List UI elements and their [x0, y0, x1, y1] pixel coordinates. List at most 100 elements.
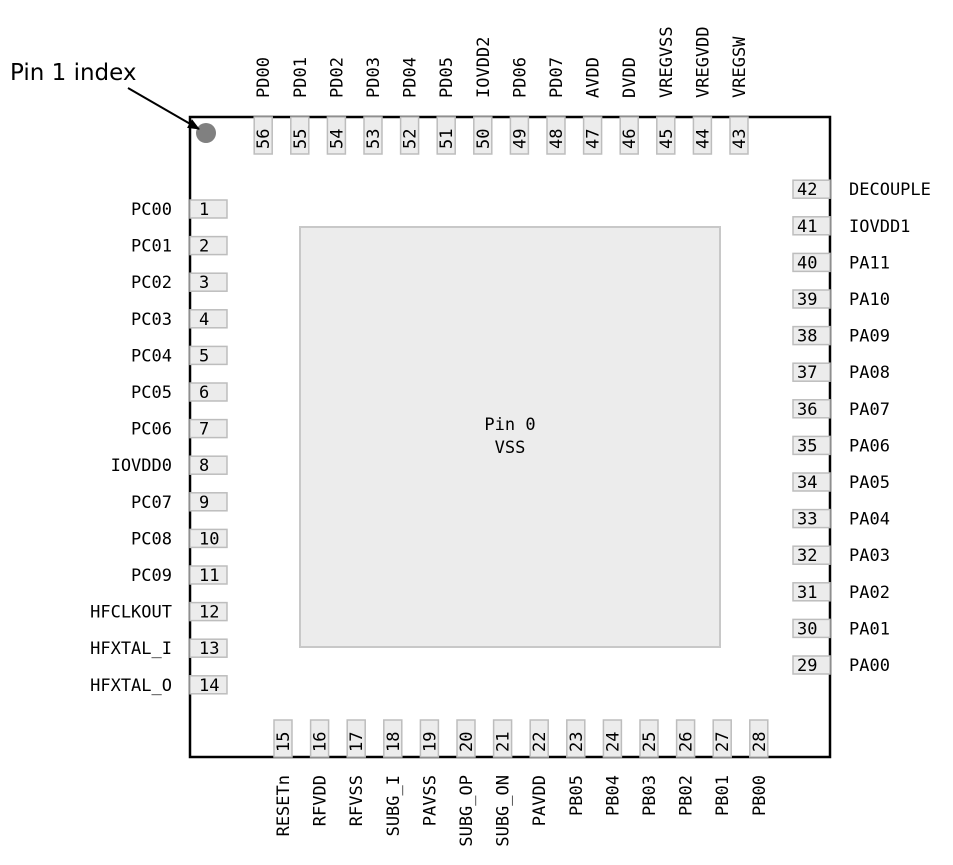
center-pad-label-pin: Pin 0 — [484, 415, 535, 435]
pin-46: 46 DVDD — [619, 57, 640, 155]
pin-number: 54 — [327, 129, 347, 149]
pin-box — [792, 362, 831, 382]
pin-name: PB02 — [677, 775, 697, 816]
pin-53: 53 PD03 — [363, 57, 384, 155]
pin-number: 3 — [199, 273, 209, 293]
pin-name: DECOUPLE — [849, 180, 931, 200]
pin-name: PAVDD — [530, 775, 550, 826]
pin-24: 24 PB04 — [602, 719, 623, 816]
pin-name: VREGVSS — [657, 26, 677, 98]
pin-name: PA00 — [849, 656, 890, 676]
pin-box — [546, 116, 566, 155]
pin-box — [189, 601, 228, 622]
pin-number: 34 — [797, 473, 817, 493]
pin-name: IOVDD2 — [474, 37, 494, 98]
pin-number: 19 — [420, 732, 440, 752]
pin-name: PC07 — [131, 493, 172, 513]
center-pad — [299, 226, 721, 648]
pin-name: PA09 — [849, 327, 890, 347]
pin-box — [290, 116, 310, 155]
pin-number: 51 — [437, 129, 457, 149]
pin-32: 32 PA03 — [792, 545, 890, 566]
pin-number: 32 — [797, 546, 817, 566]
pin-name: HFCLKOUT — [90, 603, 172, 623]
pin-name: RFVDD — [311, 775, 331, 826]
pin-number: 20 — [457, 732, 477, 752]
pin-number: 27 — [713, 732, 733, 752]
pin-15: 15 RESETn — [273, 719, 294, 836]
pin-box — [792, 435, 831, 456]
pin-20: 20 SUBG_OP — [456, 719, 477, 847]
pin-number: 50 — [474, 129, 494, 149]
pin-8: 8 IOVDD0 — [111, 455, 228, 476]
pin-number: 43 — [730, 129, 750, 149]
pin-box — [189, 235, 228, 256]
pin-name: PD06 — [510, 57, 530, 98]
pin1-index-label: Pin 1 index — [10, 60, 137, 86]
pin-56: 56 PD00 — [253, 57, 274, 155]
pin-name: PD00 — [254, 57, 274, 98]
pin-box — [189, 309, 228, 329]
pin-number: 9 — [199, 493, 209, 513]
pin-box — [363, 116, 383, 155]
pin-36: 36 PA07 — [792, 399, 890, 420]
pin-box — [712, 719, 732, 758]
pin-name: PC00 — [131, 200, 172, 220]
pin-name: PC04 — [131, 346, 172, 366]
pin-name: PD04 — [401, 57, 421, 98]
pin-name: PAVSS — [420, 775, 440, 826]
pins-bottom-side: 15 RESETn 16 RFVDD 17 RFVSS 18 SUBG_I 19 PAVSS 20 S… — [273, 719, 770, 847]
pin-10: 10 PC08 — [131, 528, 228, 549]
pin-name: PA01 — [849, 619, 890, 639]
pin-name: PC02 — [131, 273, 172, 293]
pin-number: 47 — [584, 129, 604, 149]
pin-box — [792, 472, 831, 492]
pin-40: 40 PA11 — [792, 252, 890, 273]
pin-number: 28 — [750, 732, 770, 752]
pin-box — [189, 272, 228, 292]
pin-number: 45 — [657, 129, 677, 149]
pin-box — [509, 116, 530, 155]
pin-number: 7 — [199, 420, 209, 440]
pin-43: 43 VREGSW — [729, 36, 750, 155]
pin-number: 44 — [693, 129, 713, 149]
pin-number: 12 — [199, 603, 219, 623]
pin-number: 29 — [797, 656, 817, 676]
pin-16: 16 RFVDD — [309, 719, 331, 826]
pin-21: 21 SUBG_ON — [492, 719, 514, 847]
pin-number: 40 — [797, 253, 817, 273]
pin-30: 30 PA01 — [792, 618, 890, 639]
pin-number: 23 — [567, 732, 587, 752]
pin-number: 26 — [677, 732, 697, 752]
pin-box — [602, 719, 623, 758]
pin-number: 10 — [199, 529, 219, 549]
pin-name: PC03 — [131, 310, 172, 330]
pin-box — [346, 719, 366, 758]
pin-box — [189, 345, 228, 366]
pin-39: 39 PA10 — [792, 289, 890, 310]
pin-box — [619, 116, 639, 155]
pin-name: HFXTAL_O — [90, 676, 172, 696]
pin-number: 41 — [797, 217, 817, 237]
pin-44: 44 VREGVDD — [692, 26, 713, 155]
pin-33: 33 PA04 — [792, 508, 890, 530]
pin-54: 54 PD02 — [326, 57, 347, 155]
pin-28: 28 PB00 — [749, 719, 770, 816]
pin-name: PA07 — [849, 400, 890, 420]
pin-name: RFVSS — [347, 775, 367, 826]
pin-52: 52 PD04 — [399, 57, 421, 155]
pin-17: 17 RFVSS — [346, 719, 367, 826]
pin-box — [792, 289, 831, 309]
pin-name: PD07 — [547, 57, 567, 98]
pin-number: 14 — [199, 676, 219, 696]
pin-box — [419, 719, 440, 758]
pin-number: 35 — [797, 436, 817, 456]
pins-right-side: 29 PA00 30 PA01 31 PA02 32 PA03 33 PA04 34 PA05 35 PA… — [792, 179, 931, 676]
pin-name: PD05 — [437, 57, 457, 98]
pin-50: 50 IOVDD2 — [473, 37, 494, 155]
center-pad-label-net: VSS — [495, 438, 526, 458]
pin-number: 1 — [199, 200, 209, 220]
pin-number: 13 — [199, 639, 219, 659]
pin-box — [792, 655, 831, 675]
